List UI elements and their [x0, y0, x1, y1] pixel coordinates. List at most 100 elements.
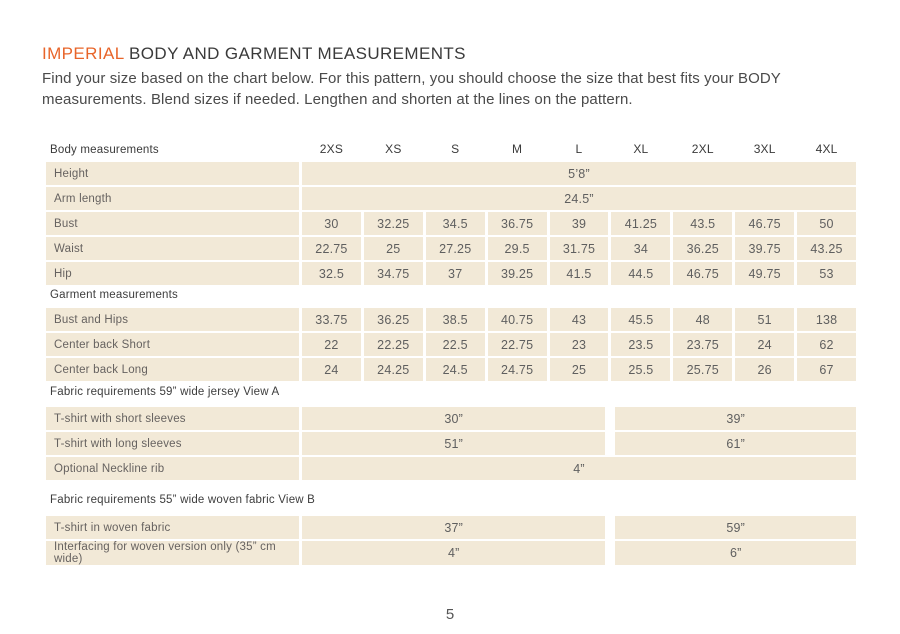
- size-value-cell: 24.75: [487, 358, 547, 381]
- size-value-cell: 40.75: [487, 308, 547, 331]
- size-value-cell: 41.25: [611, 212, 671, 235]
- section-title-fabric-requirements-view-b: Fabric requirements 55” wide woven fabri…: [50, 494, 316, 506]
- row-label: Bust and Hips: [46, 308, 299, 331]
- table-row-tshirt-short-sleeves: T-shirt with short sleeves 30” 39”: [46, 407, 856, 430]
- size-value-cell: 25: [363, 237, 423, 260]
- size-value-cell: 23: [549, 333, 609, 356]
- column-header-size-4xl: 4XL: [815, 142, 838, 156]
- size-value-cell: 25: [549, 358, 609, 381]
- table-row-tshirt-long-sleeves: T-shirt with long sleeves 51” 61”: [46, 432, 856, 455]
- row-label: T-shirt in woven fabric: [46, 516, 299, 539]
- merged-value-cell-right: 39”: [615, 407, 856, 430]
- size-value-cell: 36.25: [673, 237, 733, 260]
- size-value-cell: 22: [302, 333, 361, 356]
- size-value-cell: 67: [797, 358, 856, 381]
- size-value-cell: 48: [673, 308, 733, 331]
- table-row-height: Height 5’8”: [46, 162, 856, 185]
- size-value-cell: 29.5: [487, 237, 547, 260]
- row-label: Hip: [46, 262, 299, 285]
- merged-value-cell: 5’8”: [302, 162, 856, 185]
- size-value-cell: 36.75: [487, 212, 547, 235]
- table-row-center-back-long: Center back Long 24 24.25 24.5 24.75 25 …: [46, 358, 856, 381]
- size-value-cell: 22.5: [425, 333, 485, 356]
- size-value-cell: 51: [735, 308, 795, 331]
- merged-value-cell: 4”: [302, 457, 856, 480]
- size-value-cell: 25.5: [611, 358, 671, 381]
- size-value-cell: 39: [549, 212, 609, 235]
- table-row-tshirt-woven-fabric: T-shirt in woven fabric 37” 59”: [46, 516, 856, 539]
- table-row-optional-neckline-rib: Optional Neckline rib 4”: [46, 457, 856, 480]
- merged-value-cell-left: 4”: [302, 541, 606, 565]
- table-row-bust: Bust 30 32.25 34.5 36.75 39 41.25 43.5 4…: [46, 212, 856, 235]
- measurement-table: Body measurements 2XS XS S M L XL 2XL 3X…: [46, 140, 856, 565]
- table-row-interfacing-woven-version: Interfacing for woven version only (35” …: [46, 541, 856, 565]
- size-value-cell: 39.25: [487, 262, 547, 285]
- column-header-size-s: S: [451, 142, 460, 156]
- size-value-cell: 38.5: [425, 308, 485, 331]
- size-value-cell: 53: [797, 262, 856, 285]
- size-value-cell: 41.5: [549, 262, 609, 285]
- column-header-size-xl: XL: [633, 142, 649, 156]
- size-value-cell: 22.75: [487, 333, 547, 356]
- merged-value-cell-left: 51”: [302, 432, 606, 455]
- size-value-cell: 25.75: [673, 358, 733, 381]
- row-label: Arm length: [46, 187, 299, 210]
- size-value-cell: 24.25: [363, 358, 423, 381]
- table-row-arm-length: Arm length 24.5”: [46, 187, 856, 210]
- size-value-cell: 39.75: [735, 237, 795, 260]
- merged-value-cell-right: 59”: [615, 516, 856, 539]
- size-value-cell: 31.75: [549, 237, 609, 260]
- merged-value-cell-left: 30”: [302, 407, 606, 430]
- size-value-cell: 43.25: [797, 237, 856, 260]
- size-value-cell: 34.75: [363, 262, 423, 285]
- row-label: Center back Short: [46, 333, 299, 356]
- section-title-garment-measurements: Garment measurements: [50, 289, 178, 301]
- size-value-cell: 24: [735, 333, 795, 356]
- size-value-cell: 43.5: [673, 212, 733, 235]
- size-value-cell: 32.5: [302, 262, 361, 285]
- size-value-cell: 138: [797, 308, 856, 331]
- size-value-cell: 37: [425, 262, 485, 285]
- size-value-cell: 45.5: [611, 308, 671, 331]
- merged-value-cell-right: 61”: [615, 432, 856, 455]
- merged-value-cell-right: 6”: [615, 541, 856, 565]
- size-value-cell: 24: [302, 358, 361, 381]
- column-header-size-xs: XS: [385, 142, 402, 156]
- row-label: Interfacing for woven version only (35” …: [46, 541, 299, 565]
- column-header-size-3xl: 3XL: [753, 142, 776, 156]
- row-label: Height: [46, 162, 299, 185]
- intro-text: Find your size based on the chart below.…: [42, 70, 781, 108]
- page-title-rest: BODY AND GARMENT MEASUREMENTS: [123, 44, 466, 63]
- column-header-body-measurements: Body measurements: [50, 144, 159, 156]
- column-header-size-m: M: [512, 142, 523, 156]
- size-value-cell: 23.75: [673, 333, 733, 356]
- size-value-cell: 36.25: [363, 308, 423, 331]
- size-value-cell: 49.75: [735, 262, 795, 285]
- row-label: Waist: [46, 237, 299, 260]
- size-value-cell: 22.75: [302, 237, 361, 260]
- row-label: T-shirt with short sleeves: [46, 407, 299, 430]
- row-label: Center back Long: [46, 358, 299, 381]
- size-value-cell: 23.5: [611, 333, 671, 356]
- size-value-cell: 43: [549, 308, 609, 331]
- size-value-cell: 30: [302, 212, 361, 235]
- size-value-cell: 44.5: [611, 262, 671, 285]
- size-value-cell: 34: [611, 237, 671, 260]
- row-label: Optional Neckline rib: [46, 457, 299, 480]
- merged-value-cell-left: 37”: [302, 516, 606, 539]
- merged-value-cell: 24.5”: [302, 187, 856, 210]
- size-value-cell: 22.25: [363, 333, 423, 356]
- column-header-size-2xs: 2XS: [319, 142, 344, 156]
- column-header-size-l: L: [575, 142, 583, 156]
- column-header-size-2xl: 2XL: [691, 142, 714, 156]
- size-value-cell: 62: [797, 333, 856, 356]
- size-value-cell: 33.75: [302, 308, 361, 331]
- size-value-cell: 27.25: [425, 237, 485, 260]
- table-row-hip: Hip 32.5 34.75 37 39.25 41.5 44.5 46.75 …: [46, 262, 856, 285]
- section-title-fabric-requirements-view-a: Fabric requirements 59” wide jersey View…: [50, 386, 280, 398]
- size-value-cell: 32.25: [363, 212, 423, 235]
- row-label: T-shirt with long sleeves: [46, 432, 299, 455]
- table-header-row: Body measurements 2XS XS S M L XL 2XL 3X…: [46, 140, 856, 156]
- table-row-bust-and-hips: Bust and Hips 33.75 36.25 38.5 40.75 43 …: [46, 308, 856, 331]
- size-value-cell: 46.75: [673, 262, 733, 285]
